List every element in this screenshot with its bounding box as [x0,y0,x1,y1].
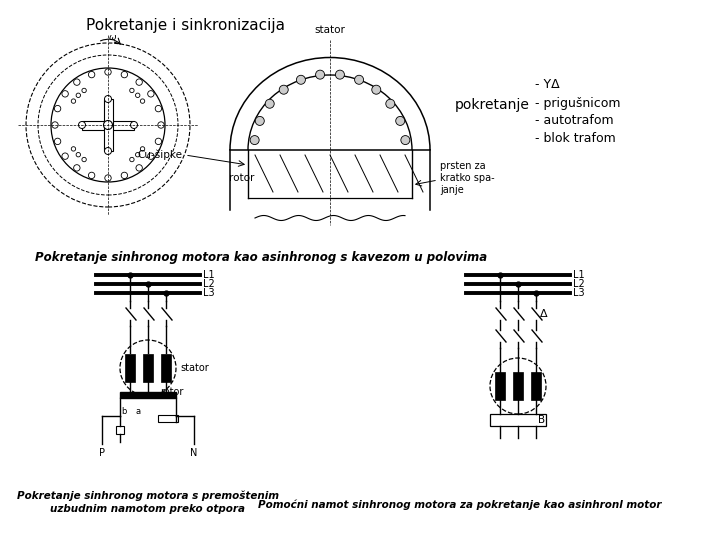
Circle shape [135,152,140,157]
Text: P: P [99,448,105,458]
Circle shape [336,70,344,79]
Bar [531,372,541,400]
Text: N: N [190,448,198,458]
Circle shape [82,88,86,93]
Circle shape [135,93,140,98]
Circle shape [82,157,86,162]
Text: L3: L3 [203,288,215,298]
Text: stator: stator [180,363,209,373]
Text: L3: L3 [573,288,585,298]
Circle shape [130,122,138,129]
Circle shape [76,93,81,98]
Bar [513,372,523,400]
Circle shape [136,165,143,171]
Circle shape [148,153,154,159]
Circle shape [105,175,111,181]
Circle shape [396,117,405,125]
Circle shape [372,85,381,94]
Circle shape [140,99,145,103]
Circle shape [250,136,259,145]
Circle shape [156,138,161,145]
Bar [158,415,178,422]
Circle shape [140,147,145,151]
Bar [116,426,124,434]
Text: pokretanje: pokretanje [455,98,530,112]
Circle shape [104,147,112,154]
Circle shape [73,165,80,171]
Circle shape [121,71,127,78]
Circle shape [104,120,112,130]
Text: L2: L2 [573,279,585,289]
Text: ω: ω [109,33,117,43]
Bar [125,354,135,382]
Circle shape [121,172,127,179]
Circle shape [62,153,68,159]
Circle shape [71,99,76,103]
Text: rotor: rotor [229,173,255,183]
Circle shape [89,71,95,78]
Circle shape [386,99,395,108]
Text: a: a [135,408,140,416]
Circle shape [130,88,134,93]
Circle shape [148,91,154,97]
Text: L1: L1 [203,270,215,280]
Text: - YΔ: - YΔ [535,78,559,91]
Text: - autotrafom: - autotrafom [535,114,613,127]
Text: Pokretanje sinhronog motora kao asinhronog s kavezom u polovima: Pokretanje sinhronog motora kao asinhron… [35,251,487,264]
Text: - prigušnicom: - prigušnicom [535,97,621,110]
Circle shape [105,69,111,75]
Circle shape [52,122,58,128]
Circle shape [76,152,81,157]
Circle shape [354,75,364,84]
Circle shape [136,79,143,85]
Circle shape [104,96,112,103]
Circle shape [89,172,95,179]
Text: B: B [538,415,545,425]
Circle shape [55,138,60,145]
Circle shape [265,99,274,108]
Circle shape [156,105,161,112]
Text: Δ: Δ [540,309,548,319]
Circle shape [256,117,264,125]
Text: prsten za
kratko spa-
janje: prsten za kratko spa- janje [440,160,495,195]
Circle shape [62,91,68,97]
Bar [161,354,171,382]
Circle shape [297,75,305,84]
Circle shape [130,157,134,162]
Bar [82,120,134,130]
Circle shape [73,79,80,85]
Text: b: b [121,408,127,416]
Text: Cu-šipke: Cu-šipke [137,150,182,160]
Bar [490,414,546,426]
Bar [120,392,176,398]
Text: - blok trafom: - blok trafom [535,132,616,145]
Circle shape [315,70,325,79]
Circle shape [71,147,76,151]
Bar [495,372,505,400]
Text: rotor: rotor [160,387,184,397]
Text: Pomoćni namot sinhronog motora za pokretanje kao asinhronl motor: Pomoćni namot sinhronog motora za pokret… [258,500,662,510]
Circle shape [55,105,60,112]
Circle shape [158,122,164,128]
Circle shape [279,85,288,94]
Text: stator: stator [315,25,346,35]
Text: L2: L2 [203,279,215,289]
Circle shape [78,122,86,129]
Text: L1: L1 [573,270,585,280]
Bar [104,99,112,151]
Circle shape [401,136,410,145]
Text: Pokretanje i sinkronizacija: Pokretanje i sinkronizacija [86,18,284,33]
Text: Pokretanje sinhronog motora s premoštenim
uzbudnim namotom preko otpora: Pokretanje sinhronog motora s premošteni… [17,490,279,514]
Bar [143,354,153,382]
